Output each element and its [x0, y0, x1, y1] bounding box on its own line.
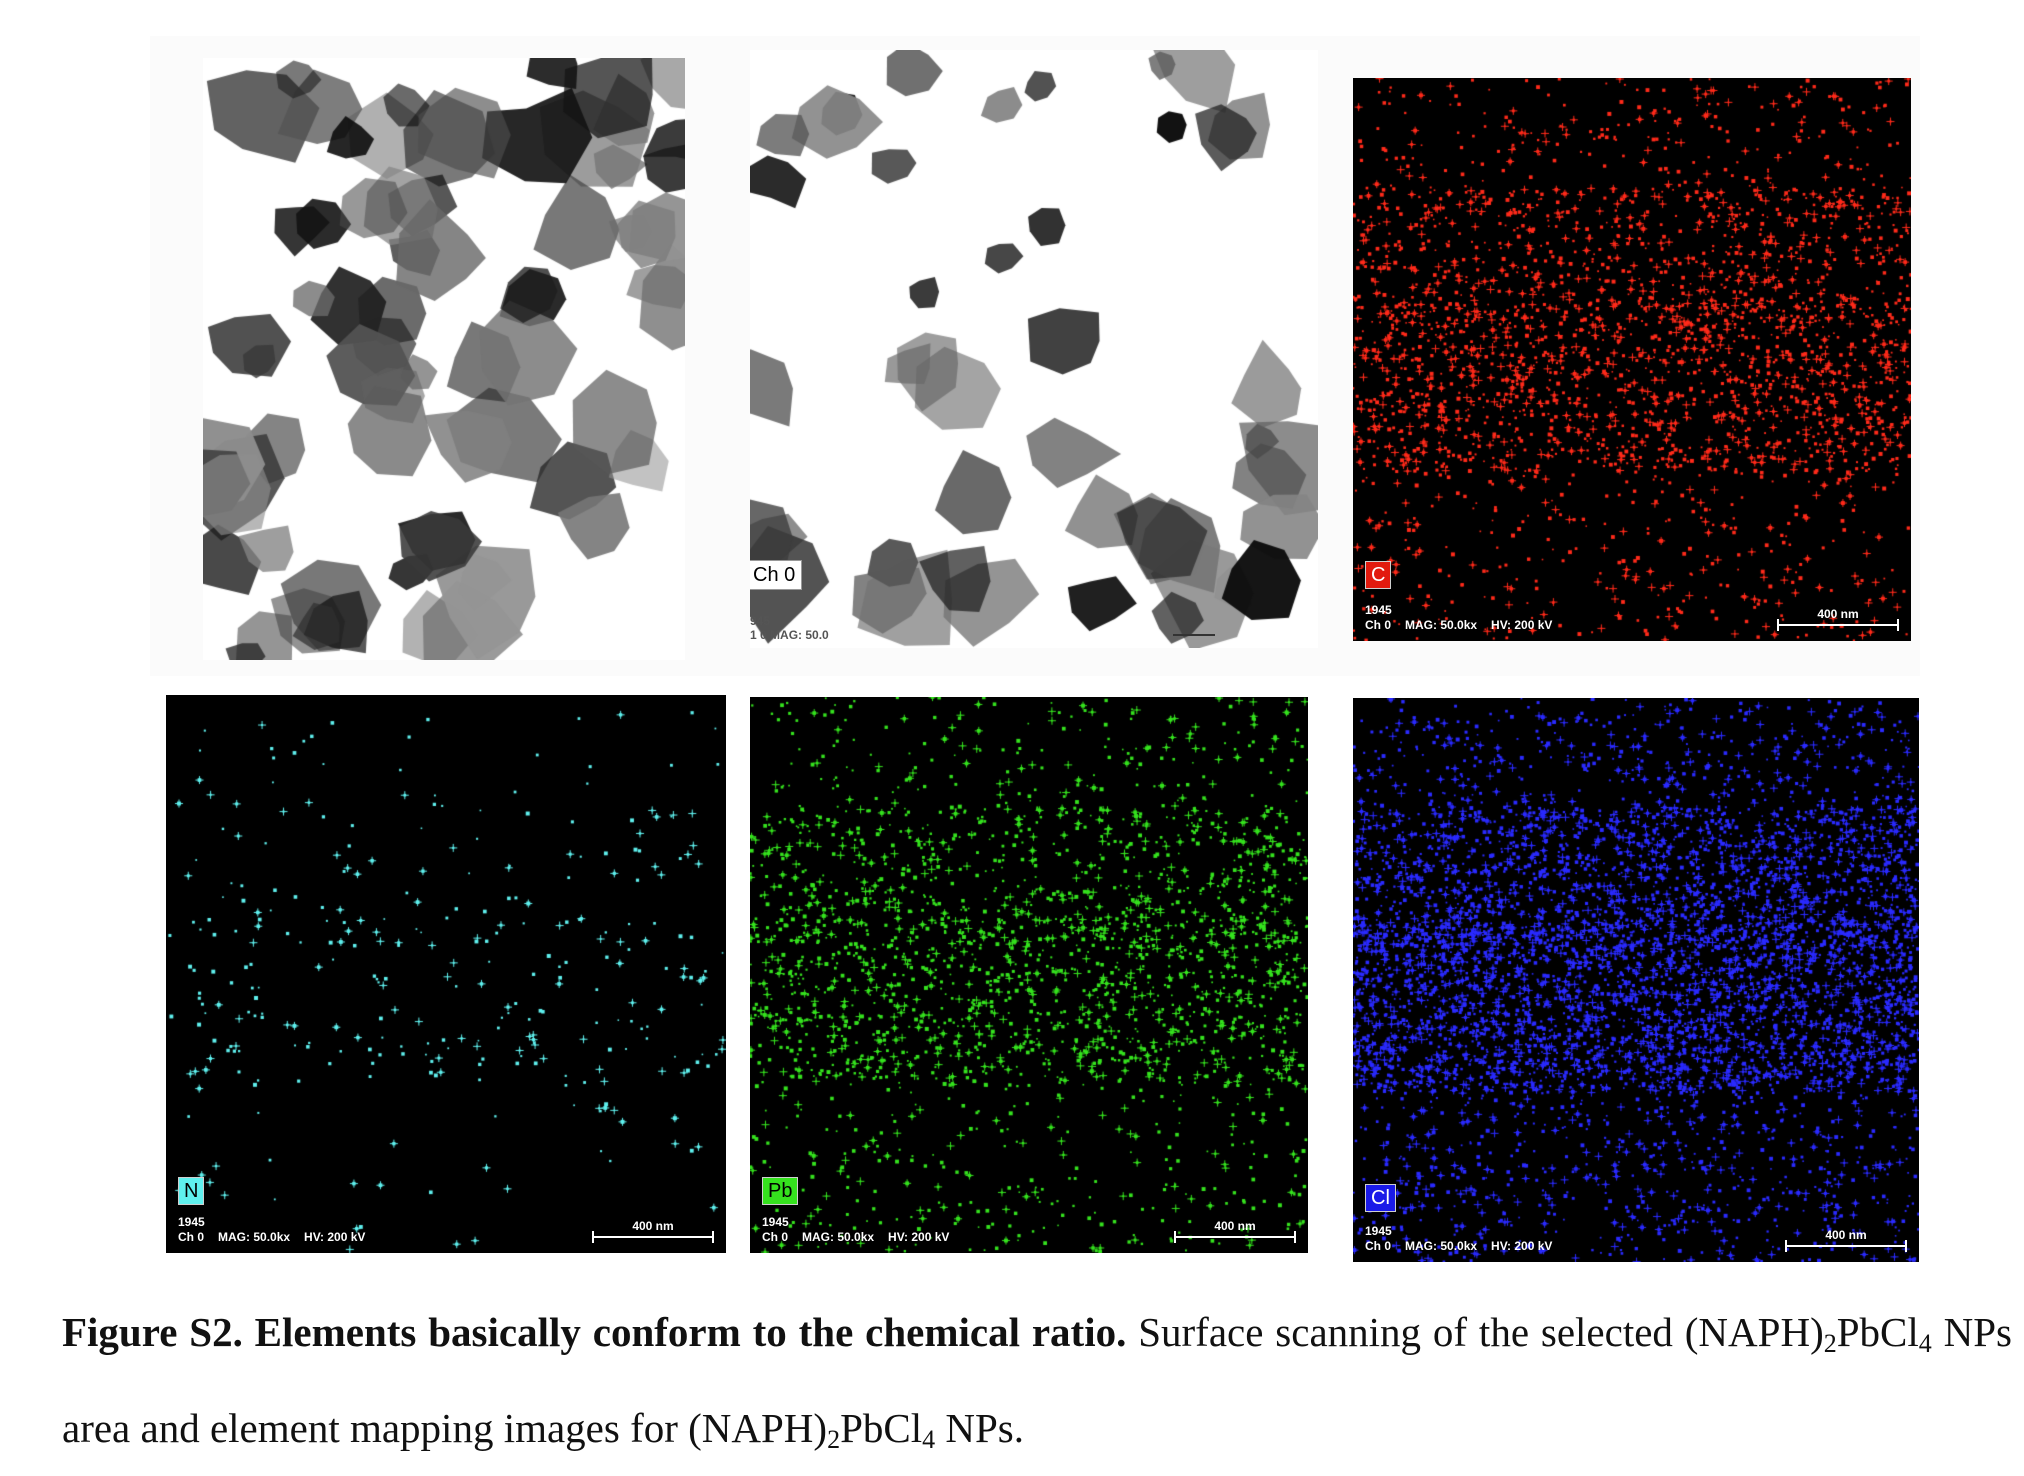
map-meta: 1945 Ch 0 MAG: 50.0kx HV: 200 kV: [762, 1215, 963, 1245]
scale-bar-line: [592, 1231, 714, 1243]
element-map-c-canvas: [1353, 78, 1911, 641]
magnification: MAG: 50.0kx: [218, 1230, 291, 1244]
tem-zoom-meta: 945 1 0 MAG: 50.0: [750, 614, 829, 642]
channel-label: Ch 0: [750, 560, 803, 590]
high-voltage: HV: 200 kV: [888, 1230, 950, 1244]
tem-overview-canvas: [203, 58, 685, 660]
caption-text: PbCl: [1836, 1309, 1919, 1355]
scale-bar: 400 nm: [1174, 1219, 1296, 1243]
element-map-pb-canvas: [750, 697, 1308, 1253]
element-badge-n: N: [178, 1177, 205, 1205]
caption-subscript: 2: [1823, 1329, 1837, 1358]
scale-label: 400 nm: [1817, 607, 1859, 621]
caption-text: NPs.: [935, 1405, 1024, 1451]
caption-subscript: 2: [827, 1425, 841, 1454]
channel-id: Ch 0: [178, 1230, 205, 1244]
channel-id: Ch 0: [1365, 1239, 1392, 1253]
scale-label: 400 nm: [632, 1219, 674, 1233]
caption-text: Surface scanning of the selected (NAPH): [1126, 1309, 1824, 1355]
tem-zoom-canvas: [750, 50, 1318, 648]
channel-id: Ch 0: [1365, 618, 1392, 632]
element-badge-pb: Pb: [762, 1177, 799, 1205]
scale-bar-line: [1174, 1231, 1296, 1243]
caption-subscript: 4: [922, 1425, 936, 1454]
tem-zoom-image: Ch 0 945 1 0 MAG: 50.0: [750, 50, 1318, 648]
map-meta-line: Ch 0 MAG: 50.0kx HV: 200 kV: [178, 1230, 379, 1245]
sample-id: 1945: [1365, 1224, 1392, 1238]
scale-label: 400 nm: [1825, 1228, 1867, 1242]
scale-bar: 400 nm: [592, 1219, 714, 1243]
magnification: MAG: 50.0: [770, 628, 829, 642]
scale-label: 400 nm: [1214, 1219, 1256, 1233]
element-map-pb: Pb 1945 Ch 0 MAG: 50.0kx HV: 200 kV 400 nm: [750, 697, 1308, 1253]
high-voltage: HV: 200 kV: [1491, 618, 1553, 632]
element-map-c: C 1945 Ch 0 MAG: 50.0kx HV: 200 kV 400 nm: [1353, 78, 1911, 641]
high-voltage: HV: 200 kV: [304, 1230, 366, 1244]
sample-id: 945: [750, 614, 771, 628]
tem-overview-image: [203, 58, 685, 660]
element-badge-cl: Cl: [1365, 1184, 1396, 1212]
caption-title: Figure S2. Elements basically conform to…: [62, 1309, 1127, 1355]
magnification: MAG: 50.0kx: [1405, 1239, 1478, 1253]
magnification: MAG: 50.0kx: [1405, 618, 1478, 632]
element-map-cl-canvas: [1353, 698, 1919, 1262]
figure-caption: Figure S2. Elements basically conform to…: [62, 1284, 2012, 1476]
element-map-n-canvas: [166, 695, 726, 1253]
caption-subscript: 4: [1918, 1329, 1932, 1358]
element-badge-c: C: [1365, 561, 1392, 589]
scale-bar: 400 nm: [1785, 1228, 1907, 1252]
element-map-cl: Cl 1945 Ch 0 MAG: 50.0kx HV: 200 kV 400 nm: [1353, 698, 1919, 1262]
sample-id: 1945: [178, 1215, 205, 1229]
map-meta-line: Ch 0 MAG: 50.0kx HV: 200 kV: [762, 1230, 963, 1245]
map-meta: 1945 Ch 0 MAG: 50.0kx HV: 200 kV: [1365, 603, 1566, 633]
map-meta-line: Ch 0 MAG: 50.0kx HV: 200 kV: [1365, 1239, 1566, 1254]
channel-id: Ch 0: [762, 1230, 789, 1244]
scale-bar-line: [1777, 619, 1899, 631]
map-meta: 1945 Ch 0 MAG: 50.0kx HV: 200 kV: [1365, 1224, 1566, 1254]
map-meta: 1945 Ch 0 MAG: 50.0kx HV: 200 kV: [178, 1215, 379, 1245]
scale-bar-line: [1785, 1240, 1907, 1252]
caption-text: PbCl: [840, 1405, 923, 1451]
tem-zoom-meta-line: 1 0 MAG: 50.0: [750, 628, 829, 642]
scale-bar: 400 nm: [1777, 607, 1899, 631]
channel-id: 1 0: [750, 628, 767, 642]
map-meta-line: Ch 0 MAG: 50.0kx HV: 200 kV: [1365, 618, 1566, 633]
high-voltage: HV: 200 kV: [1491, 1239, 1553, 1253]
scale-bar: [1173, 634, 1215, 636]
caption-text: NPs area and element mapping images for …: [62, 1309, 2013, 1451]
sample-id: 1945: [1365, 603, 1392, 617]
magnification: MAG: 50.0kx: [802, 1230, 875, 1244]
sample-id: 1945: [762, 1215, 789, 1229]
element-map-n: N 1945 Ch 0 MAG: 50.0kx HV: 200 kV 400 nm: [166, 695, 726, 1253]
